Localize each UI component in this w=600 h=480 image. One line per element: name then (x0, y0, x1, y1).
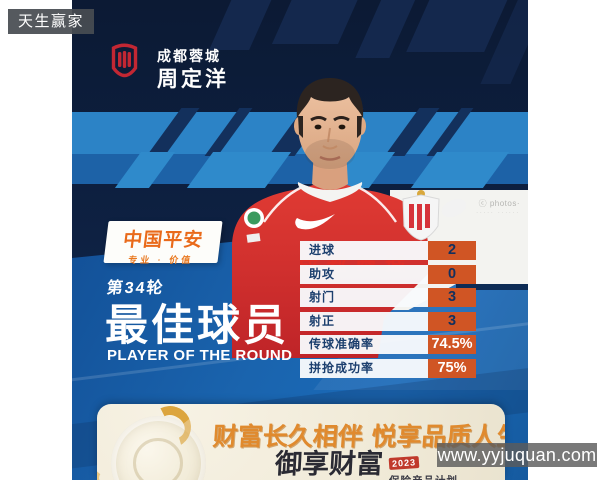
player-hair (296, 78, 364, 118)
stat-value: 3 (428, 311, 476, 331)
stat-row: 射门 3 (300, 288, 476, 307)
stat-value: 0 (428, 264, 476, 284)
photo-shadow (456, 284, 528, 290)
ad-product-line: 御享财富 2023 保险产品计划 (274, 449, 458, 480)
ad-product-name: 御享财富 (274, 449, 384, 480)
player-name: 周定洋 (157, 68, 229, 91)
stat-row: 射正 3 (300, 311, 476, 331)
stat-row: 传球准确率 74.5% (300, 335, 476, 354)
player-of-round-poster: ⓒ photos· ····· ······ (72, 0, 528, 480)
stat-value: 2 (428, 241, 476, 260)
sponsor-logo: 中国平安 专业 · 价值 (103, 221, 223, 265)
poster-heading: 最佳球员 (105, 302, 289, 350)
background-glyph-bar (271, 0, 363, 44)
photo-agency-watermark: ⓒ photos· (478, 199, 520, 208)
stat-label: 射正 (300, 311, 428, 331)
stat-row: 进球 2 (300, 241, 476, 260)
disc-ring (133, 438, 183, 480)
stat-row: 助攻 0 (300, 264, 476, 284)
corner-tag: 天生赢家 (8, 9, 94, 34)
player-face (297, 82, 363, 170)
slash-streak (114, 152, 176, 188)
club-name: 成都蓉城 (157, 48, 221, 64)
nike-swoosh-icon (295, 214, 335, 230)
stat-value: 74.5% (428, 335, 476, 354)
stat-label: 拼抢成功率 (300, 358, 428, 378)
league-patch-icon (244, 208, 264, 243)
club-badge-icon (111, 43, 138, 78)
stat-label: 传球准确率 (300, 335, 428, 354)
background-glyph-bar (406, 0, 512, 52)
stat-label: 助攻 (300, 264, 428, 284)
sponsor-tagline: 专业 · 价值 (127, 255, 194, 265)
stat-value: 75% (428, 358, 476, 378)
sponsor-name: 中国平安 (121, 229, 205, 251)
jersey-collar (297, 182, 363, 202)
stat-value: 3 (428, 288, 476, 307)
stat-label: 射门 (300, 288, 428, 307)
site-watermark: www.yyjuquan.com (437, 443, 597, 467)
stat-row: 拼抢成功率 75% (300, 358, 476, 378)
background-glyph-bar (209, 0, 275, 50)
poster-subheading: PLAYER OF THE ROUND (107, 347, 293, 364)
team-crest-icon (402, 190, 440, 241)
year-stamp: 2023 (388, 455, 420, 471)
sleeve-sponsor-patch (441, 198, 467, 218)
photo-agency-watermark-sub: ····· ······ (476, 210, 520, 216)
stat-label: 进球 (300, 241, 428, 260)
ad-card: 财富长久相伴 悦享品质人生 御享财富 2023 保险产品计划 (97, 404, 505, 480)
slash-gap (146, 108, 200, 156)
ad-product-subtitle: 保险产品计划 (389, 473, 458, 480)
